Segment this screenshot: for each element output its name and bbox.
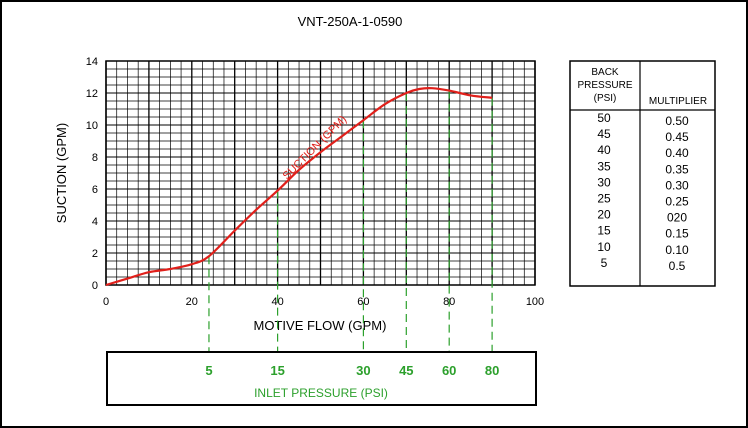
table-cell-multiplier: 0.15 — [665, 227, 689, 241]
y-tick-label: 12 — [86, 88, 98, 100]
header-back-pressure-line2: PRESSURE — [577, 80, 632, 91]
multiplier-table: BACK PRESSURE (PSI) MULTIPLIER 50 0.50 45 0… — [569, 60, 716, 287]
x-tick-label: 60 — [357, 296, 369, 308]
table-cell-multiplier: 0.25 — [665, 195, 689, 209]
x-tick-label: 20 — [186, 296, 198, 308]
table-cell-multiplier: 0.50 — [665, 114, 689, 128]
inlet-pressure-value: 5 — [205, 363, 212, 378]
table-cell-psi: 30 — [597, 175, 611, 189]
y-tick-label: 2 — [92, 248, 98, 260]
inlet-pressure-value: 80 — [485, 363, 499, 378]
inlet-pressure-value: 15 — [270, 363, 284, 378]
y-tick-label: 14 — [86, 56, 98, 68]
y-tick-label: 8 — [92, 152, 98, 164]
table-cell-multiplier: 0.5 — [669, 259, 686, 273]
table-cell-psi: 5 — [601, 256, 608, 270]
suction-curve — [105, 87, 493, 287]
y-tick-label: 10 — [86, 120, 98, 132]
inlet-pressure-guides — [208, 90, 493, 352]
chart-title: VNT-250A-1-0590 — [298, 14, 403, 29]
table-cell-multiplier: 020 — [667, 211, 687, 225]
plot-area-border — [105, 60, 536, 286]
table-cell-psi: 15 — [597, 224, 611, 238]
table-cell-psi: 50 — [597, 111, 611, 125]
table-rows: 50 0.50 45 0.45 40 0.40 35 0.35 30 0.30 25 0.25 20 02… — [597, 111, 689, 273]
y-axis-ticks: 0 2 4 6 8 10 12 14 — [86, 56, 98, 292]
table-cell-psi: 20 — [597, 208, 611, 222]
table-cell-multiplier: 0.40 — [665, 146, 689, 160]
inlet-pressure-box — [106, 351, 537, 406]
table-cell-multiplier: 0.30 — [665, 178, 689, 192]
header-back-pressure-line3: (PSI) — [594, 93, 617, 104]
table-cell-psi: 45 — [597, 127, 611, 141]
header-multiplier: MULTIPLIER — [649, 96, 707, 107]
table-cell-multiplier: 0.10 — [665, 243, 689, 257]
y-tick-label: 4 — [92, 216, 98, 228]
inlet-pressure-label: INLET PRESSURE (PSI) — [254, 386, 388, 400]
x-tick-label: 100 — [526, 296, 544, 308]
x-tick-label: 0 — [103, 296, 109, 308]
header-back-pressure-line1: BACK — [591, 67, 619, 78]
inlet-pressure-values: 5 15 30 45 60 80 — [205, 363, 499, 378]
table-cell-psi: 40 — [597, 143, 611, 157]
table-cell-multiplier: 0.35 — [665, 162, 689, 176]
table-cell-psi: 25 — [597, 192, 611, 206]
y-tick-label: 6 — [92, 184, 98, 196]
y-tick-label: 0 — [92, 280, 98, 292]
table-cell-psi: 35 — [597, 159, 611, 173]
inlet-pressure-value: 45 — [399, 363, 413, 378]
x-axis-label: MOTIVE FLOW (GPM) — [254, 318, 387, 333]
table-border — [569, 60, 716, 287]
table-cell-multiplier: 0.45 — [665, 130, 689, 144]
y-axis-label: SUCTION (GPM) — [54, 123, 69, 223]
inlet-pressure-value: 30 — [356, 363, 370, 378]
inlet-pressure-value: 60 — [442, 363, 456, 378]
table-cell-psi: 10 — [597, 240, 611, 254]
